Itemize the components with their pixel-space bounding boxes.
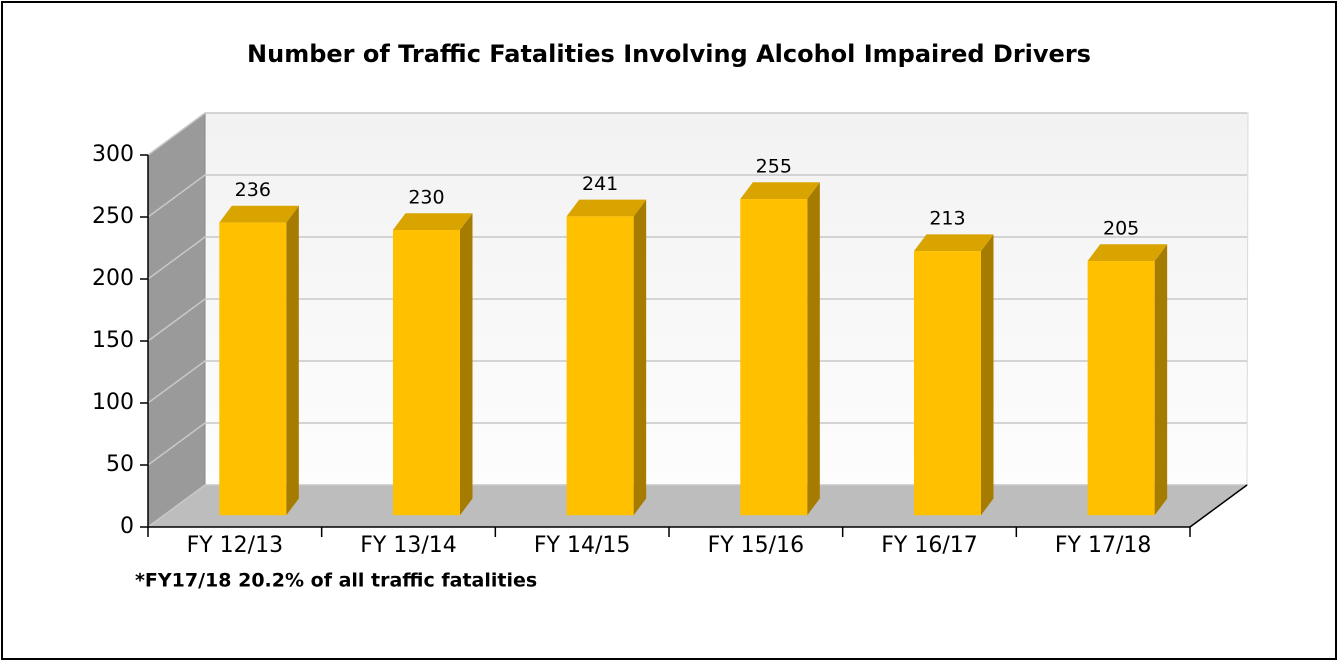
bar bbox=[566, 216, 634, 516]
bar-top bbox=[219, 205, 299, 223]
x-tick-label: FY 13/14 bbox=[360, 533, 457, 558]
y-tick-label: 300 bbox=[92, 142, 134, 167]
value-label: 213 bbox=[929, 208, 965, 230]
bar-top bbox=[913, 234, 994, 252]
y-tick-label: 250 bbox=[92, 204, 134, 229]
value-label: 205 bbox=[1103, 218, 1139, 240]
bar-side bbox=[286, 205, 299, 516]
grid-line bbox=[147, 236, 1247, 280]
value-label: 241 bbox=[582, 173, 618, 195]
grid-line bbox=[147, 174, 1247, 218]
grid-line bbox=[147, 112, 1247, 156]
bar-side bbox=[633, 199, 647, 516]
grid-line bbox=[147, 360, 1247, 404]
bar bbox=[1087, 261, 1155, 516]
grid-line bbox=[147, 484, 1247, 528]
y-tick-label: 200 bbox=[92, 266, 134, 291]
bar bbox=[740, 199, 808, 516]
x-tick-label: FY 15/16 bbox=[708, 533, 805, 558]
bar-top bbox=[1087, 244, 1168, 262]
bar-side bbox=[1154, 244, 1168, 516]
bar-top bbox=[566, 199, 647, 217]
x-tick-label: FY 16/17 bbox=[881, 533, 978, 558]
grid-line bbox=[147, 422, 1247, 466]
value-label: 230 bbox=[408, 187, 444, 209]
y-tick-label: 100 bbox=[92, 390, 134, 415]
bar-side bbox=[459, 213, 473, 516]
chart-title: Number of Traffic Fatalities Involving A… bbox=[247, 40, 1091, 68]
bar bbox=[392, 230, 460, 516]
y-tick-label: 150 bbox=[92, 328, 134, 353]
bar-side bbox=[807, 182, 820, 516]
bar-top bbox=[740, 182, 820, 200]
annotation: *FY17/18 20.2% of all traffic fatalities bbox=[135, 570, 537, 592]
x-tick-label: FY 17/18 bbox=[1055, 533, 1152, 558]
bar bbox=[219, 222, 287, 516]
y-tick-label: 0 bbox=[120, 514, 134, 539]
bar-side bbox=[980, 234, 994, 516]
bar-top bbox=[392, 213, 473, 231]
x-tick-label: FY 12/13 bbox=[187, 533, 284, 558]
x-axis-depth bbox=[1189, 484, 1248, 528]
bar bbox=[913, 251, 981, 516]
value-label: 255 bbox=[756, 156, 792, 178]
x-tick-label: FY 14/15 bbox=[534, 533, 631, 558]
value-label: 236 bbox=[235, 179, 271, 201]
grid-line bbox=[147, 298, 1247, 342]
floor bbox=[146, 484, 1249, 528]
y-tick-label: 50 bbox=[106, 452, 134, 477]
